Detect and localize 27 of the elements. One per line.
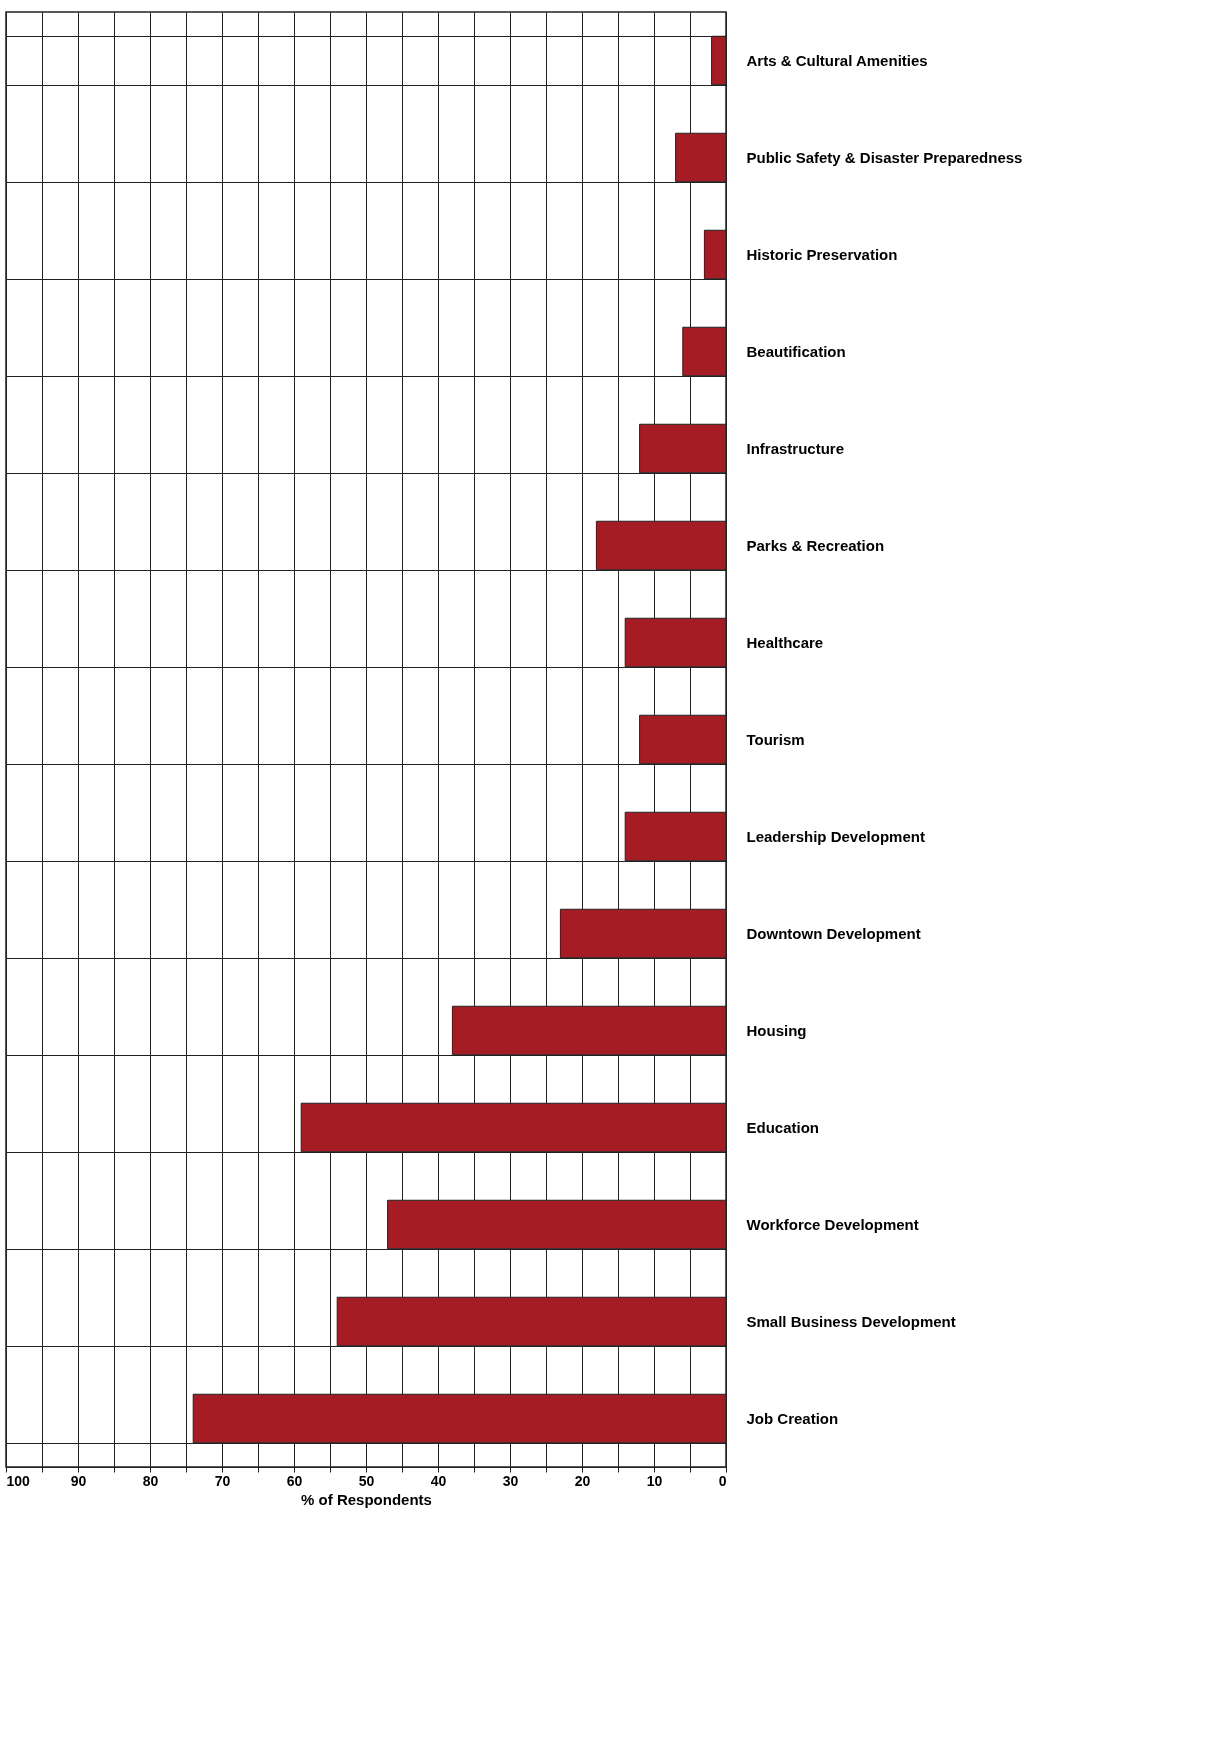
- x-tick-label: 60: [286, 1472, 303, 1489]
- x-tick-label: 40: [430, 1472, 447, 1489]
- y-tick-label: Small Business Development: [746, 1313, 956, 1330]
- y-tick-label: Infrastructure: [746, 440, 845, 457]
- x-tick-label: 90: [70, 1472, 87, 1489]
- x-tick-label: 10: [646, 1472, 663, 1489]
- y-tick-label: Housing: [746, 1022, 807, 1039]
- x-axis-title: % of Respondents: [301, 1490, 432, 1508]
- x-tick-label: 20: [574, 1472, 591, 1489]
- y-tick-label: Public Safety & Disaster Preparedness: [746, 149, 1023, 166]
- y-tick-label: Workforce Development: [746, 1216, 919, 1233]
- x-tick-label: 100: [6, 1472, 31, 1489]
- y-tick-label: Tourism: [746, 731, 805, 748]
- y-tick-label: Parks & Recreation: [746, 537, 885, 554]
- x-tick-label: 30: [502, 1472, 519, 1489]
- x-tick-label: 80: [142, 1472, 159, 1489]
- y-tick-label: Arts & Cultural Amenities: [746, 52, 928, 69]
- y-tick-label: Job Creation: [746, 1410, 839, 1427]
- y-tick-label: Beautification: [746, 343, 846, 360]
- x-tick-label: 0: [718, 1472, 727, 1489]
- x-tick-label: 50: [358, 1472, 375, 1489]
- y-tick-label: Leadership Development: [746, 828, 925, 845]
- y-tick-label: Historic Preservation: [746, 246, 898, 263]
- y-tick-label: Downtown Development: [746, 925, 921, 942]
- y-tick-label: Education: [746, 1119, 820, 1136]
- x-tick-label: 70: [214, 1472, 231, 1489]
- y-tick-label: Healthcare: [746, 634, 824, 651]
